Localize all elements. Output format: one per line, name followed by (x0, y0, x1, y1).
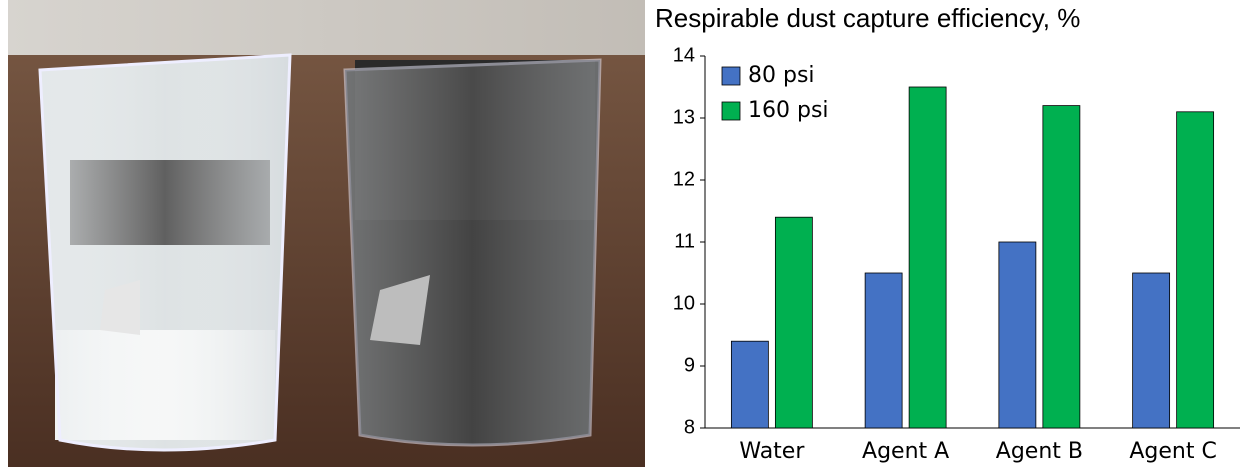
chart: Respirable dust capture efficiency, % (655, 3, 1240, 429)
legend-swatch (721, 101, 741, 121)
bar (1132, 272, 1171, 429)
bar (1176, 111, 1215, 429)
y-tick-label: 12 (673, 168, 695, 190)
x-tick-label: Agent A (862, 439, 949, 464)
x-tick-label: Water (739, 439, 805, 464)
legend-swatch (721, 66, 741, 86)
legend-label: 80 psi (748, 63, 815, 88)
bar (1042, 105, 1081, 429)
bar (998, 241, 1037, 429)
bar (864, 272, 903, 429)
y-tick-label: 8 (684, 416, 695, 438)
y-tick-label: 10 (673, 292, 695, 314)
x-tick-label: Agent C (1129, 439, 1216, 464)
bar (908, 86, 947, 429)
chart-title: Respirable dust capture efficiency, % (655, 3, 1080, 33)
legend-label: 160 psi (748, 98, 829, 123)
y-tick-label: 13 (673, 106, 695, 128)
x-tick-label: Agent B (996, 439, 1083, 464)
y-tick-label: 11 (674, 230, 695, 252)
bar (730, 340, 769, 429)
bar (774, 216, 813, 429)
y-tick-label: 9 (684, 354, 695, 376)
photo (8, 0, 645, 467)
y-tick-label: 14 (673, 44, 695, 66)
